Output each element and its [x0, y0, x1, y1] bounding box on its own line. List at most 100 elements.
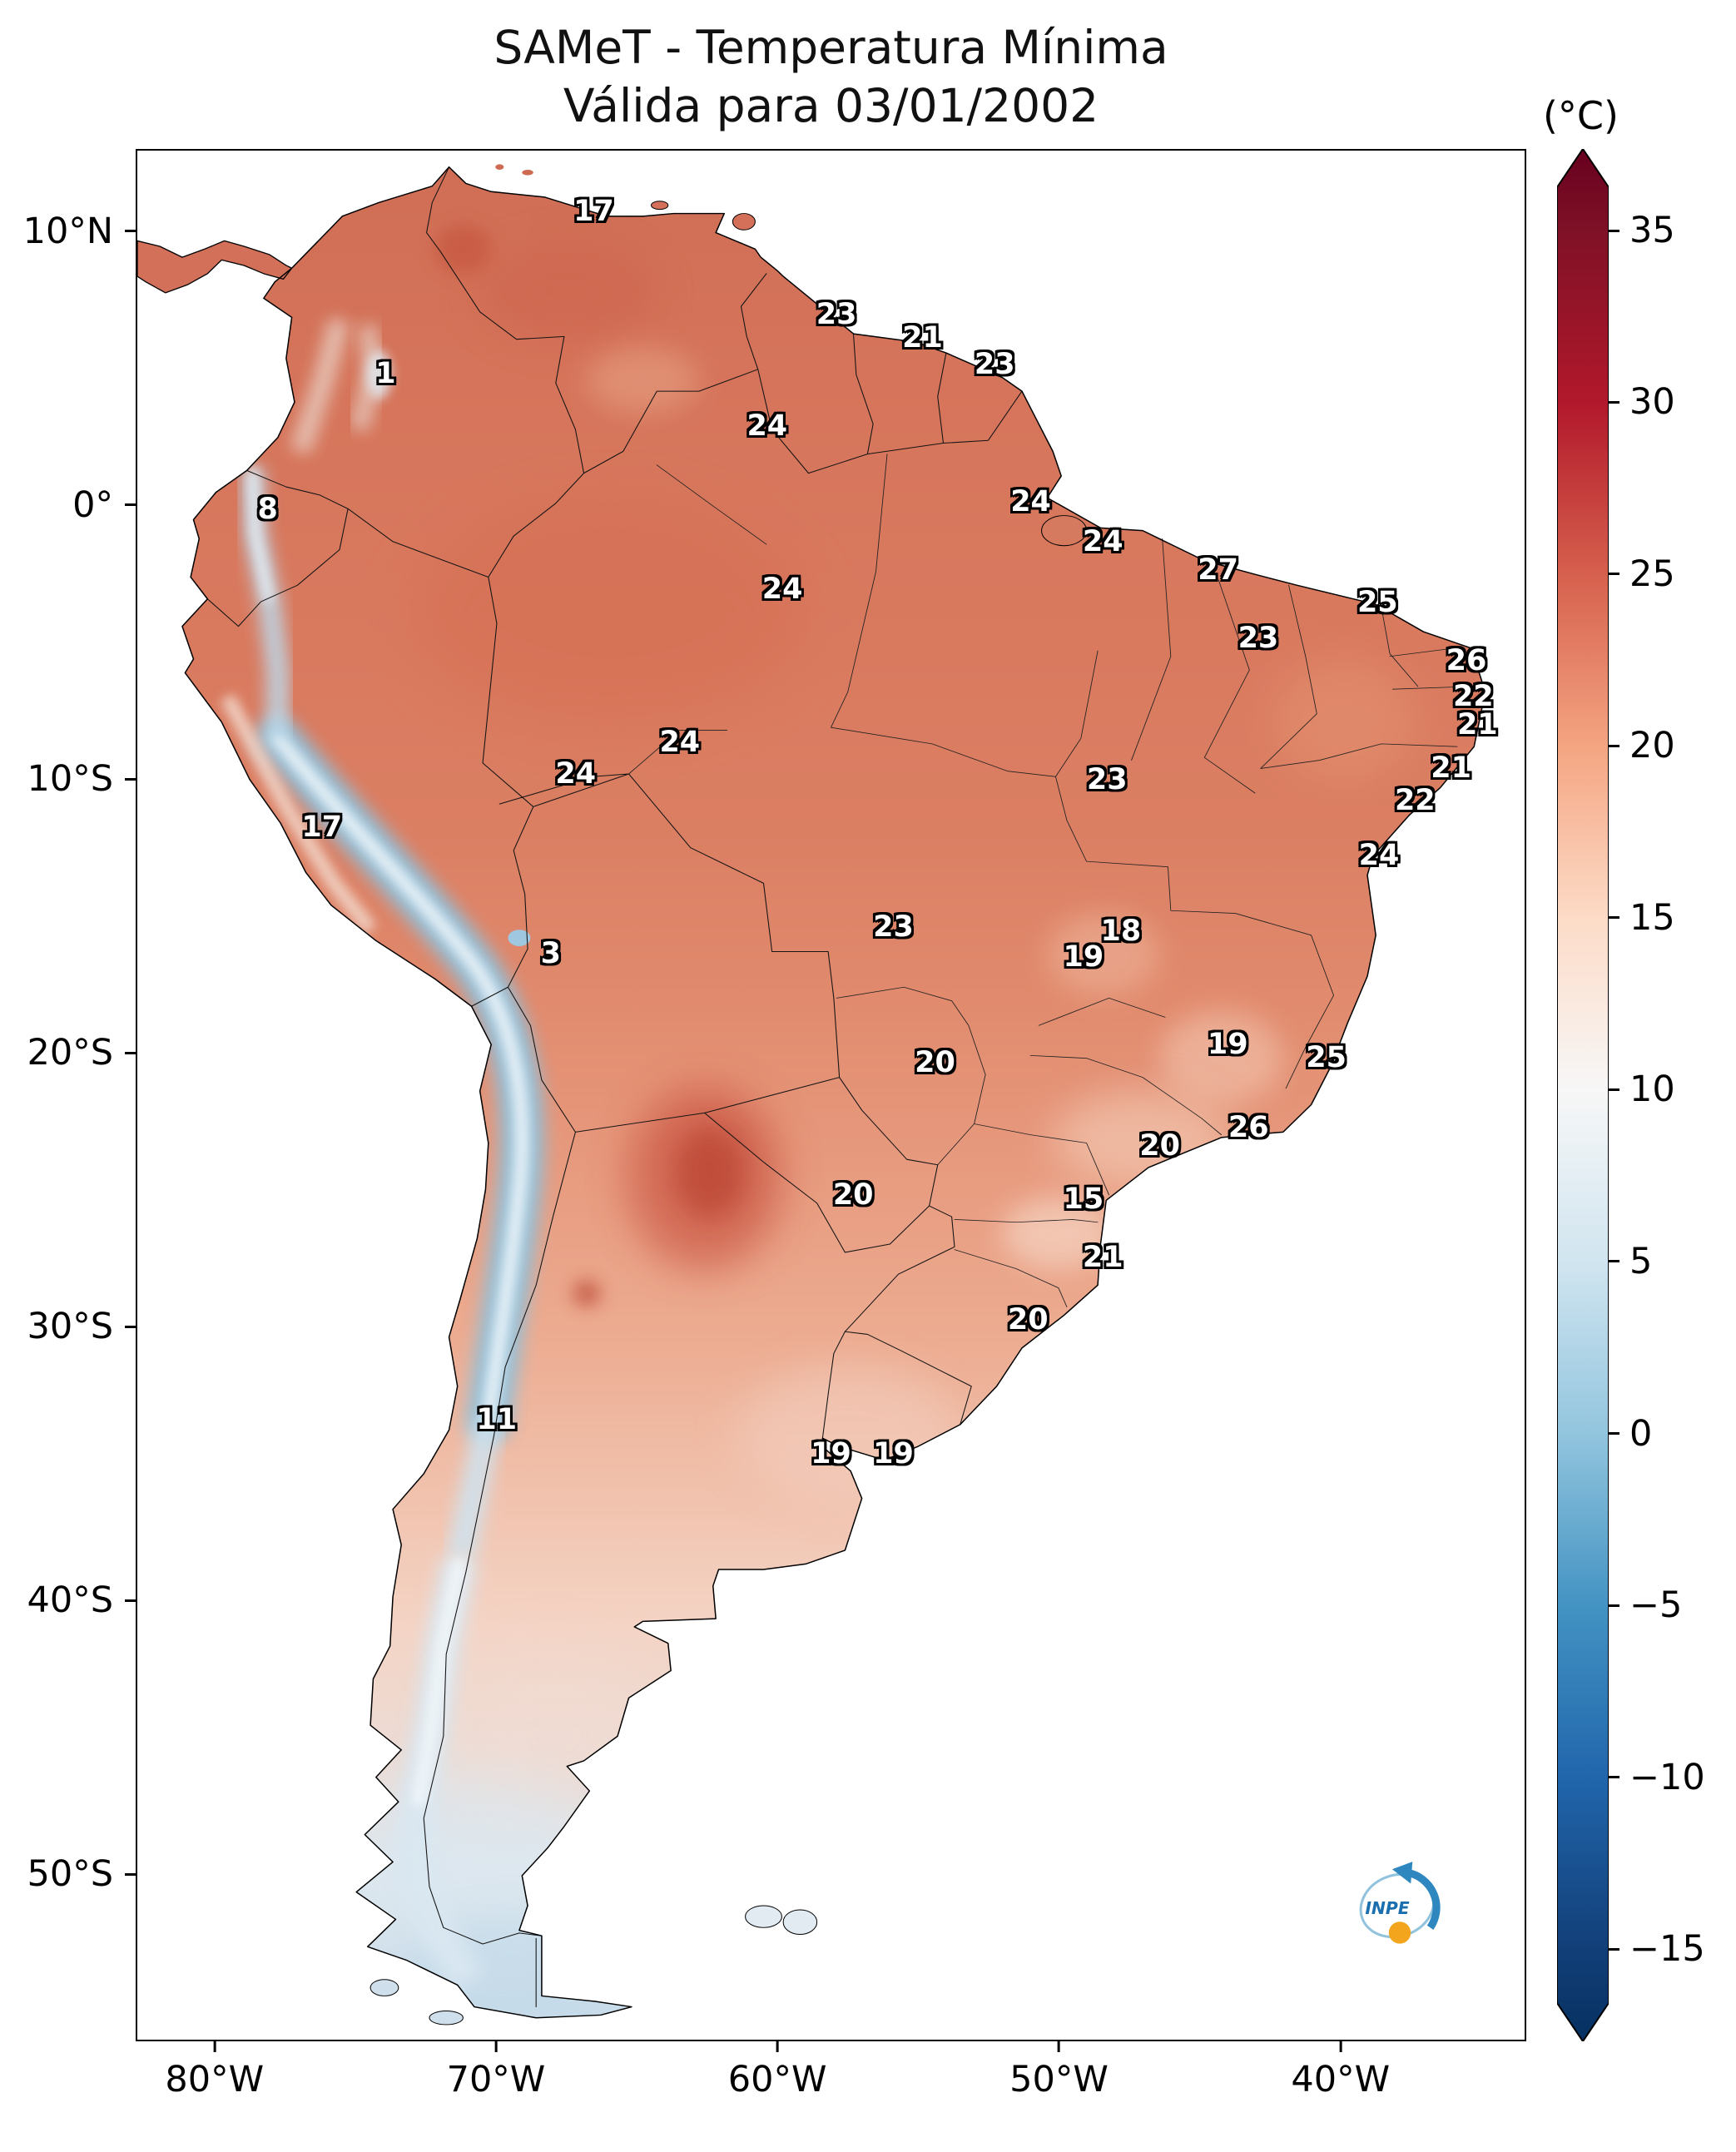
temperature-value: 23: [974, 347, 1015, 381]
islands: [370, 164, 1088, 2026]
longitude-tick-mark: [494, 2041, 498, 2052]
colorbar-gradient: [1557, 149, 1609, 2041]
temperature-label: 27: [1198, 553, 1238, 587]
colorbar-tick-label: 15: [1629, 896, 1675, 939]
temperature-value: 24: [761, 572, 803, 606]
colorbar-tick: −15: [1609, 1928, 1705, 1970]
colorbar-tick-label: 10: [1629, 1069, 1675, 1111]
title-line2: Válida para 03/01/2002: [563, 79, 1099, 132]
temperature-value: 1: [375, 356, 396, 390]
temperature-label: 23: [975, 348, 1015, 381]
temperature-label: 18: [1101, 915, 1142, 948]
temperature-value: 19: [1207, 1027, 1248, 1061]
state-borders: [628, 454, 1472, 1308]
colorbar-tick-mark: [1609, 1776, 1619, 1779]
latitude-tick-mark: [125, 503, 136, 507]
temperature-label: 25: [1357, 586, 1398, 619]
temperature-value: 15: [1063, 1182, 1104, 1216]
temperature-label: 24: [659, 726, 700, 759]
logo-arrowhead-icon: [1391, 1862, 1413, 1884]
latitude-tick-mark: [125, 230, 136, 233]
temperature-label: 1: [375, 357, 395, 390]
latitude-tick: 30°S: [27, 1306, 136, 1347]
colorbar-tick: 20: [1609, 725, 1675, 766]
temperature-label: 20: [1008, 1303, 1049, 1336]
latitude-tick-mark: [125, 777, 136, 781]
colorbar-tick-label: 0: [1629, 1412, 1653, 1455]
colorbar-tick: 10: [1609, 1069, 1675, 1110]
temperature-value: 26: [1228, 1110, 1269, 1144]
colorbar-tick-label: −15: [1629, 1928, 1705, 1971]
temperature-label: 20: [833, 1178, 874, 1212]
temperature-value: 17: [573, 194, 614, 228]
temperature-label: 17: [301, 811, 342, 844]
island-tdf-west: [370, 1979, 399, 1996]
temperature-value: 8: [257, 493, 278, 527]
temperature-label: 24: [555, 757, 596, 791]
longitude-axis: 80°W 70°W 60°W 50°W 40°W: [136, 2041, 1526, 2125]
map-panel: 17 23 21 23 1 24 8 24 24 27 24 25 23 26 22 21 24 24 21 23 22…: [136, 149, 1526, 2041]
temperature-label: 24: [762, 573, 803, 606]
temperature-value: 11: [476, 1403, 518, 1437]
temperature-value: 19: [873, 1437, 914, 1471]
colorbar-tick-mark: [1609, 400, 1619, 404]
colorbar-tick: 25: [1609, 553, 1675, 595]
temperature-value: 23: [1086, 762, 1128, 796]
south-america-temperature-map: [137, 164, 1486, 2026]
latitude-tick-label: 0°: [72, 483, 113, 526]
temperature-label: 24: [1359, 839, 1400, 872]
colorbar: [1557, 149, 1609, 2041]
central-america-coastline: [137, 240, 293, 294]
island-falkland-east: [782, 1909, 818, 1936]
longitude-tick-label: 60°W: [727, 2059, 827, 2100]
colorbar-tick-mark: [1609, 916, 1619, 920]
temperature-label: 23: [816, 298, 857, 331]
temperature-label: 19: [1208, 1028, 1248, 1061]
longitude-tick-label: 80°W: [165, 2059, 265, 2100]
temperature-value: 20: [915, 1046, 955, 1080]
inpe-logo: INPE: [1359, 1862, 1441, 1944]
temperature-label: 26: [1228, 1111, 1269, 1144]
temperature-value: 22: [1394, 783, 1436, 817]
longitude-tick-mark: [776, 2041, 779, 2052]
station-labels-layer: 17 23 21 23 1 24 8 24 24 27 24 25 23 26 22 21 24 24 21 23 22…: [137, 151, 1525, 2040]
temperature-value: 25: [1357, 585, 1398, 619]
title-line1: SAMeT - Temperatura Mínima: [494, 21, 1168, 74]
temperature-label: 26: [1446, 644, 1487, 677]
temperature-value: 20: [1007, 1303, 1049, 1337]
colorbar-tick: 35: [1609, 210, 1675, 251]
latitude-tick: 10°N: [23, 211, 136, 252]
latitude-tick: 40°S: [27, 1579, 136, 1621]
temperature-label: 22: [1395, 784, 1436, 817]
longitude-tick: 40°W: [1291, 2041, 1390, 2100]
temperature-value: 22: [1452, 680, 1494, 714]
colorbar-bar: [1557, 149, 1609, 2041]
latitude-tick: 0°: [72, 484, 136, 526]
colorbar-tick-label: −5: [1629, 1584, 1683, 1627]
temperature-value: 20: [1139, 1129, 1180, 1163]
colorbar-tick-mark: [1609, 1604, 1619, 1607]
temperature-value: 21: [1456, 708, 1498, 742]
figure-title: SAMeT - Temperatura Mínima Válida para 0…: [136, 18, 1526, 135]
island-tdf-south: [429, 2011, 464, 2026]
country-borders: [206, 166, 1023, 2008]
temperature-label: 24: [746, 409, 787, 443]
colorbar-tick-mark: [1609, 1088, 1619, 1091]
temperature-field-overlays: [220, 224, 1418, 2018]
latitude-tick-label: 40°S: [27, 1579, 113, 1622]
temperature-value: 3: [540, 936, 561, 970]
colorbar-tick-label: 35: [1629, 210, 1675, 251]
temperature-label: 24: [1010, 485, 1051, 518]
temperature-value: 26: [1446, 643, 1487, 677]
temperature-label: 19: [1064, 940, 1104, 974]
longitude-tick: 50°W: [1009, 2041, 1109, 2100]
colorbar-tick: 0: [1609, 1413, 1652, 1455]
longitude-tick-label: 40°W: [1291, 2059, 1391, 2100]
longitude-tick-mark: [213, 2041, 216, 2052]
colorbar-tick-mark: [1609, 573, 1619, 576]
temperature-value: 19: [811, 1437, 851, 1471]
temperature-label: 3: [541, 937, 561, 970]
island-marajo: [1041, 515, 1088, 547]
colorbar-unit-label: (°C): [1542, 93, 1619, 138]
temperature-value: 24: [746, 409, 788, 444]
